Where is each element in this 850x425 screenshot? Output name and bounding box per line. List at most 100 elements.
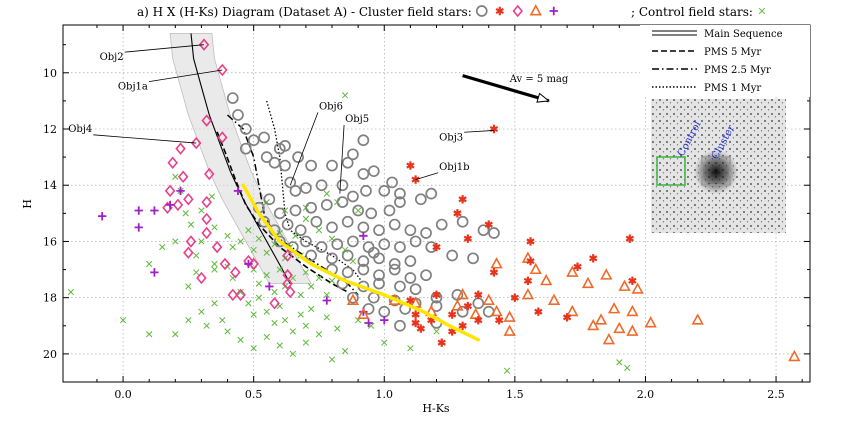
point-cross xyxy=(198,238,205,245)
point-cross xyxy=(250,311,257,318)
point-asterisk xyxy=(489,268,499,277)
point-cross xyxy=(211,260,218,268)
point-asterisk xyxy=(526,256,535,266)
point-triangle xyxy=(788,349,801,362)
point-cross xyxy=(224,232,231,239)
point-circle xyxy=(326,252,338,265)
point-asterisk xyxy=(463,234,473,243)
point-circle xyxy=(281,218,294,231)
point-asterisk xyxy=(458,195,467,204)
point-triangle xyxy=(357,307,370,320)
point-diamond xyxy=(219,257,231,271)
point-triangle xyxy=(581,276,595,289)
point-circle xyxy=(263,193,276,206)
point-circle xyxy=(357,134,370,147)
point-circle xyxy=(352,204,364,217)
point-circle xyxy=(347,190,359,203)
y-tick-label: 18 xyxy=(43,292,57,305)
point-asterisk xyxy=(573,262,582,271)
object-label-obj2: Obj2 xyxy=(100,52,124,63)
title-symbol-cross xyxy=(758,7,766,15)
point-cross xyxy=(255,235,263,242)
point-circle xyxy=(320,199,333,211)
point-circle xyxy=(300,235,312,248)
point-asterisk xyxy=(628,276,637,286)
point-asterisk xyxy=(406,296,415,305)
point-cross xyxy=(146,331,153,338)
leader-line-obj5 xyxy=(339,124,345,194)
point-triangle xyxy=(631,282,644,294)
point-triangle xyxy=(613,321,626,334)
point-cross xyxy=(198,308,205,315)
point-circle xyxy=(456,305,469,318)
point-triangle xyxy=(600,268,613,280)
point-triangle xyxy=(594,313,608,325)
point-diamond xyxy=(201,226,212,240)
point-cross xyxy=(302,215,310,223)
reddening-vector: Av = 5 mag xyxy=(462,74,569,103)
point-circle xyxy=(315,241,328,253)
x-tick-label: 1.5 xyxy=(506,388,524,401)
point-cross xyxy=(245,227,252,234)
point-diamond xyxy=(282,249,293,262)
point-diamond xyxy=(201,212,212,226)
point-cross xyxy=(250,345,257,352)
point-asterisk xyxy=(406,161,415,170)
point-plus xyxy=(165,200,175,210)
point-triangle xyxy=(547,293,561,305)
legend-label: PMS 5 Myr xyxy=(704,47,761,58)
point-asterisk xyxy=(458,321,467,330)
title-symbol-asterisk xyxy=(495,6,504,16)
point-circle xyxy=(239,142,252,155)
point-circle xyxy=(341,266,354,279)
point-diamond xyxy=(164,184,176,198)
point-cross xyxy=(315,274,323,282)
point-circle xyxy=(394,319,406,332)
point-plus xyxy=(134,206,143,215)
point-cross xyxy=(193,252,200,259)
point-cross xyxy=(237,238,244,245)
point-asterisk xyxy=(416,324,426,333)
point-cross xyxy=(297,311,304,318)
point-asterisk xyxy=(437,338,446,347)
point-plus xyxy=(364,318,373,328)
leader-line-obj4 xyxy=(93,134,197,144)
point-cross xyxy=(341,347,349,355)
point-diamond xyxy=(183,193,194,206)
point-cross xyxy=(255,294,263,301)
point-diamond xyxy=(177,170,189,184)
point-cross xyxy=(237,288,244,296)
point-circle xyxy=(388,263,401,276)
point-plus xyxy=(265,282,274,291)
point-cross xyxy=(263,308,270,315)
point-asterisk xyxy=(474,315,483,325)
point-circle xyxy=(305,249,317,262)
leader-line-obj2 xyxy=(124,44,205,53)
point-diamond xyxy=(211,240,223,254)
point-cross xyxy=(211,266,218,273)
point-circle xyxy=(336,196,349,208)
point-circle xyxy=(258,131,270,144)
point-circle xyxy=(357,255,370,267)
point-triangle xyxy=(503,324,516,336)
point-circle xyxy=(289,204,302,217)
point-asterisk xyxy=(523,276,533,286)
pms-5myr-curve xyxy=(216,131,349,293)
point-circle xyxy=(341,215,354,228)
point-asterisk xyxy=(432,290,441,300)
point-diamond xyxy=(175,142,186,155)
point-asterisk xyxy=(447,310,457,319)
point-cross xyxy=(208,193,216,200)
reddening-vector-label: Av = 5 mag xyxy=(509,74,569,85)
point-circle xyxy=(425,187,438,200)
y-tick-label: 12 xyxy=(43,123,57,136)
point-circle xyxy=(404,272,417,284)
point-triangle xyxy=(618,279,631,291)
point-cross xyxy=(229,243,236,251)
point-triangle xyxy=(566,304,579,317)
point-circle xyxy=(414,193,427,206)
object-label-obj1a: Obj1a xyxy=(118,82,148,93)
legend: Main Sequence PMS 5 Myr PMS 2.5 Myr PMS 1 M… xyxy=(640,25,810,97)
